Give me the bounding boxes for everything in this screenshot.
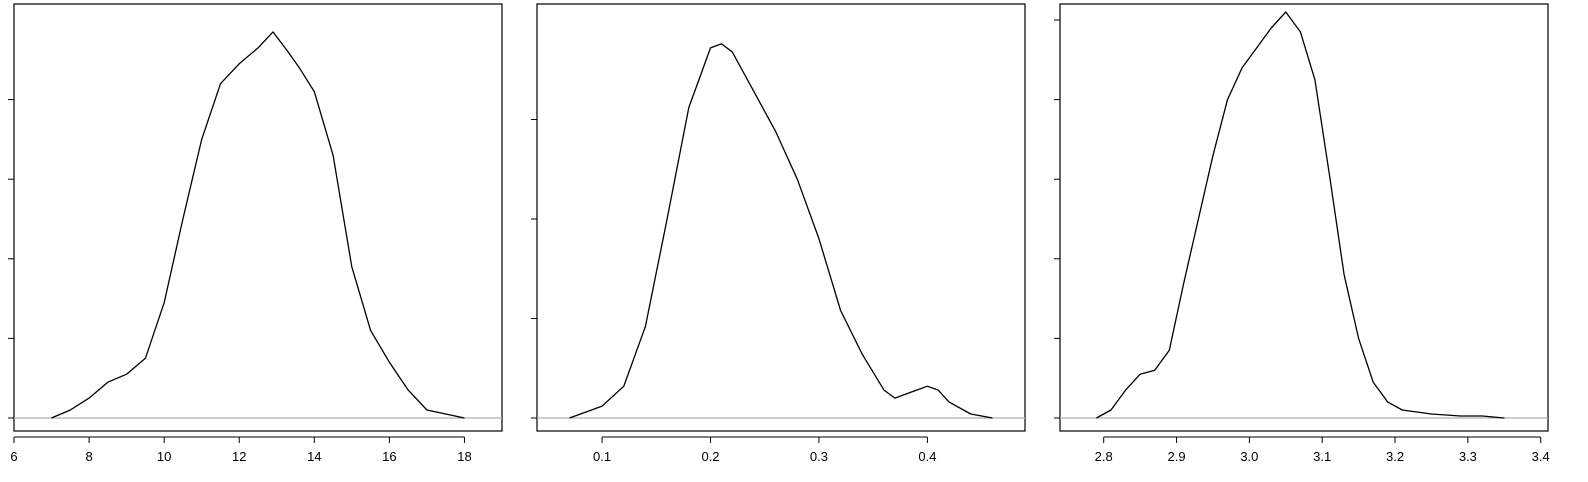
x-tick-label: 0.4 [918, 449, 936, 464]
x-tick-label: 0.3 [810, 449, 828, 464]
density-curve-1 [51, 31, 465, 419]
density-curve-3 [1096, 11, 1505, 419]
x-tick-label: 3.0 [1240, 449, 1258, 464]
x-tick-label: 3.2 [1386, 449, 1404, 464]
x-tick-label: 0.2 [701, 449, 719, 464]
x-tick-label: 2.8 [1095, 449, 1113, 464]
x-tick-label: 2.9 [1167, 449, 1185, 464]
x-tick-label: 14 [307, 449, 321, 464]
x-tick-label: 16 [382, 449, 396, 464]
x-tick-label: 6 [10, 449, 17, 464]
x-tick-label: 3.3 [1459, 449, 1477, 464]
density-curve-2 [569, 43, 993, 419]
plot-frame-2 [536, 3, 1026, 432]
x-tick-label: 3.1 [1313, 449, 1331, 464]
plot-frame-3 [1059, 3, 1549, 432]
x-tick-label: 12 [232, 449, 246, 464]
x-tick-label: 3.4 [1532, 449, 1550, 464]
x-tick-label: 18 [457, 449, 471, 464]
x-tick-label: 8 [85, 449, 92, 464]
x-tick-label: 0.1 [593, 449, 611, 464]
x-tick-label: 10 [157, 449, 171, 464]
plot-frame-1 [13, 3, 503, 432]
